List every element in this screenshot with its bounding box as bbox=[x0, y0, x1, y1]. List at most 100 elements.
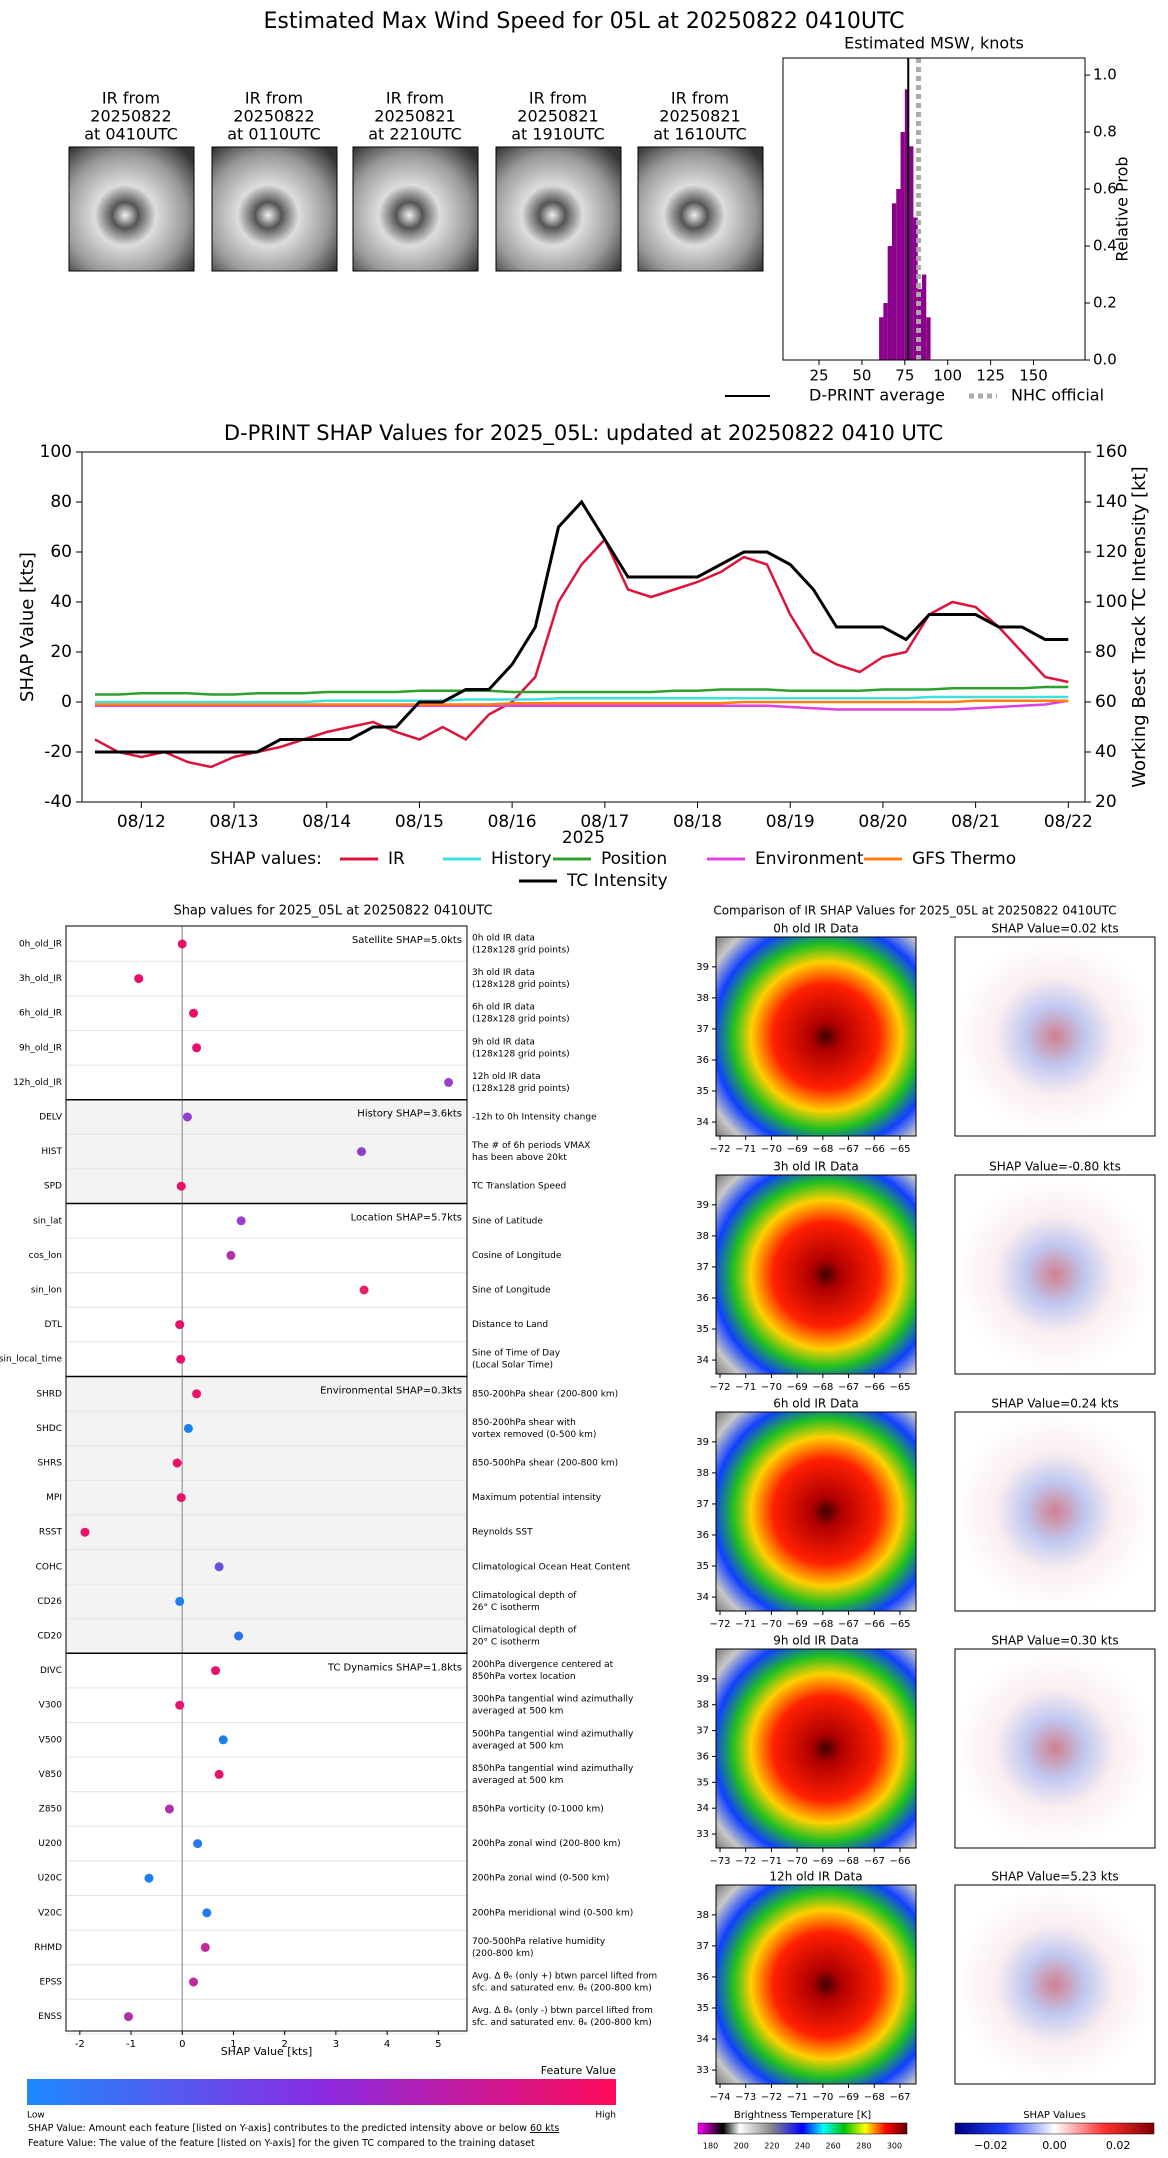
y-tick-label: 20 bbox=[50, 642, 72, 662]
bar bbox=[900, 132, 905, 360]
feature-description: sfc. and saturated env. θₑ (200-800 km) bbox=[472, 2018, 652, 2028]
x-tick-label: −70 bbox=[761, 1144, 782, 1155]
colorbar-tick-label: −0.02 bbox=[974, 2139, 1008, 2152]
feature-description: averaged at 500 km bbox=[472, 1776, 563, 1786]
panel-title: Comparison of IR SHAP Values for 2025_05… bbox=[713, 904, 1116, 918]
y-tick-label: MPI bbox=[46, 1493, 62, 1503]
colorbar-tick-label: 180 bbox=[703, 2142, 718, 2151]
feature-description: (128x128 grid points) bbox=[472, 1015, 570, 1025]
x-tick-label: −68 bbox=[812, 1619, 833, 1630]
ir-image bbox=[715, 1411, 917, 1612]
feature-description: 850-200hPa shear (200-800 km) bbox=[472, 1389, 618, 1399]
y-tick-label: 39 bbox=[696, 1200, 709, 1211]
feature-description: 12h old IR data bbox=[472, 1072, 541, 1082]
y-tick-label: 0 bbox=[61, 692, 72, 712]
bar bbox=[909, 146, 914, 360]
y2-tick-label: 20 bbox=[1095, 792, 1117, 812]
feature-description: (128x128 grid points) bbox=[472, 1084, 570, 1094]
x-tick-label: 3 bbox=[333, 2039, 339, 2050]
x-tick-label: 50 bbox=[852, 367, 871, 385]
group-label: History SHAP=3.6kts bbox=[357, 1109, 462, 1120]
ir-thumbnail bbox=[68, 146, 195, 272]
ir-image bbox=[715, 1884, 917, 2085]
feature-description: Sine of Longitude bbox=[472, 1286, 551, 1296]
y-tick-label: V300 bbox=[39, 1701, 63, 1711]
ir-thumbnail bbox=[495, 146, 622, 272]
y-tick-label: V20C bbox=[38, 1908, 62, 1918]
y-tick-label: 37 bbox=[696, 1262, 709, 1273]
bar bbox=[913, 217, 918, 360]
y-tick-label: U20C bbox=[38, 1874, 62, 1884]
y-tick-label: 0.2 bbox=[1093, 294, 1117, 312]
y-tick-label: 0.0 bbox=[1093, 351, 1117, 369]
series-line bbox=[94, 537, 1069, 769]
x-tick-label: −68 bbox=[864, 2092, 885, 2103]
x-tick-label: −65 bbox=[889, 1382, 910, 1393]
y-tick-label: DTL bbox=[45, 1320, 62, 1330]
group-background bbox=[66, 1653, 467, 2031]
x-tick-label: −71 bbox=[735, 1382, 756, 1393]
feature-description: 0h old IR data bbox=[472, 934, 535, 944]
y-tick-label: CD20 bbox=[37, 1632, 62, 1642]
feature-description: 3h old IR data bbox=[472, 968, 535, 978]
feature-description: 200hPa zonal wind (200-800 km) bbox=[472, 1839, 621, 1849]
x-tick-label: 4 bbox=[384, 2039, 390, 2050]
shap-title: SHAP Value=-0.80 kts bbox=[989, 1160, 1121, 1174]
dot bbox=[226, 1250, 236, 1260]
dot bbox=[123, 2012, 133, 2022]
x-tick-label: 08/21 bbox=[951, 812, 1000, 832]
bar bbox=[887, 246, 892, 360]
thumb-label: IR from bbox=[245, 89, 303, 108]
dot bbox=[176, 1493, 186, 1503]
chart-title: D-PRINT SHAP Values for 2025_05L: update… bbox=[224, 421, 943, 446]
x-tick-label: −74 bbox=[709, 2092, 730, 2103]
x-tick-label: −66 bbox=[864, 1619, 885, 1630]
feature-description: Distance to Land bbox=[472, 1320, 548, 1330]
colorbar-tick-label: 280 bbox=[856, 2142, 871, 2151]
x-tick-label: 100 bbox=[933, 367, 962, 385]
dot bbox=[172, 1458, 182, 1468]
feature-description: (128x128 grid points) bbox=[472, 1049, 570, 1059]
thumb-label: at 2210UTC bbox=[368, 125, 462, 144]
y-tick-label: 37 bbox=[696, 1941, 709, 1952]
group-background bbox=[66, 926, 467, 1100]
y-tick-label: 36 bbox=[696, 1055, 709, 1066]
feature-description: 500hPa tangential wind azimuthally bbox=[472, 1729, 634, 1739]
ir-title: 6h old IR Data bbox=[773, 1397, 859, 1411]
y2-tick-label: 100 bbox=[1095, 592, 1127, 612]
dot bbox=[182, 1112, 192, 1122]
bar bbox=[917, 288, 922, 360]
x-axis-label: SHAP Value [kts] bbox=[221, 2045, 313, 2058]
x-tick-label: −71 bbox=[787, 2092, 808, 2103]
x-tick-label: 08/17 bbox=[580, 812, 629, 832]
group-label: Satellite SHAP=5.0kts bbox=[352, 935, 462, 946]
x-tick-label: −72 bbox=[709, 1619, 730, 1630]
x-tick-label: 125 bbox=[976, 367, 1005, 385]
y-tick-label: 60 bbox=[50, 542, 72, 562]
y-tick-label: SHRD bbox=[36, 1389, 62, 1399]
legend-title: SHAP values: bbox=[210, 849, 322, 869]
y-tick-label: 35 bbox=[696, 1561, 709, 1572]
y-tick-label: 34 bbox=[696, 1803, 709, 1814]
x-tick-label: −71 bbox=[761, 1856, 782, 1867]
x-tick-label: −73 bbox=[735, 2092, 756, 2103]
group-label: Location SHAP=5.7kts bbox=[351, 1213, 462, 1224]
y-tick-label: 0h_old_IR bbox=[19, 940, 62, 950]
y-tick-label: Z850 bbox=[39, 1805, 63, 1815]
legend-label: Environment bbox=[755, 849, 864, 869]
y-tick-label: EPSS bbox=[39, 1978, 62, 1988]
x-tick-label: −71 bbox=[735, 1144, 756, 1155]
x-tick-label: 08/18 bbox=[673, 812, 722, 832]
ir-thumbnail bbox=[637, 146, 764, 272]
feature-description: Climatological Ocean Heat Content bbox=[472, 1562, 631, 1572]
feature-description: (Local Solar Time) bbox=[472, 1361, 553, 1371]
thumb-label: IR from bbox=[386, 89, 444, 108]
y-tick-label: 33 bbox=[696, 1829, 709, 1840]
footnote-underlined: 60 kts bbox=[530, 2123, 559, 2134]
shap-title: SHAP Value=0.02 kts bbox=[991, 922, 1118, 936]
legend-label: GFS Thermo bbox=[912, 849, 1016, 869]
footnote-text: Feature Value: The value of the feature … bbox=[28, 2138, 535, 2149]
ir-image bbox=[715, 1648, 917, 1849]
series-line bbox=[95, 499, 1069, 754]
x-tick-label: −67 bbox=[838, 1382, 859, 1393]
